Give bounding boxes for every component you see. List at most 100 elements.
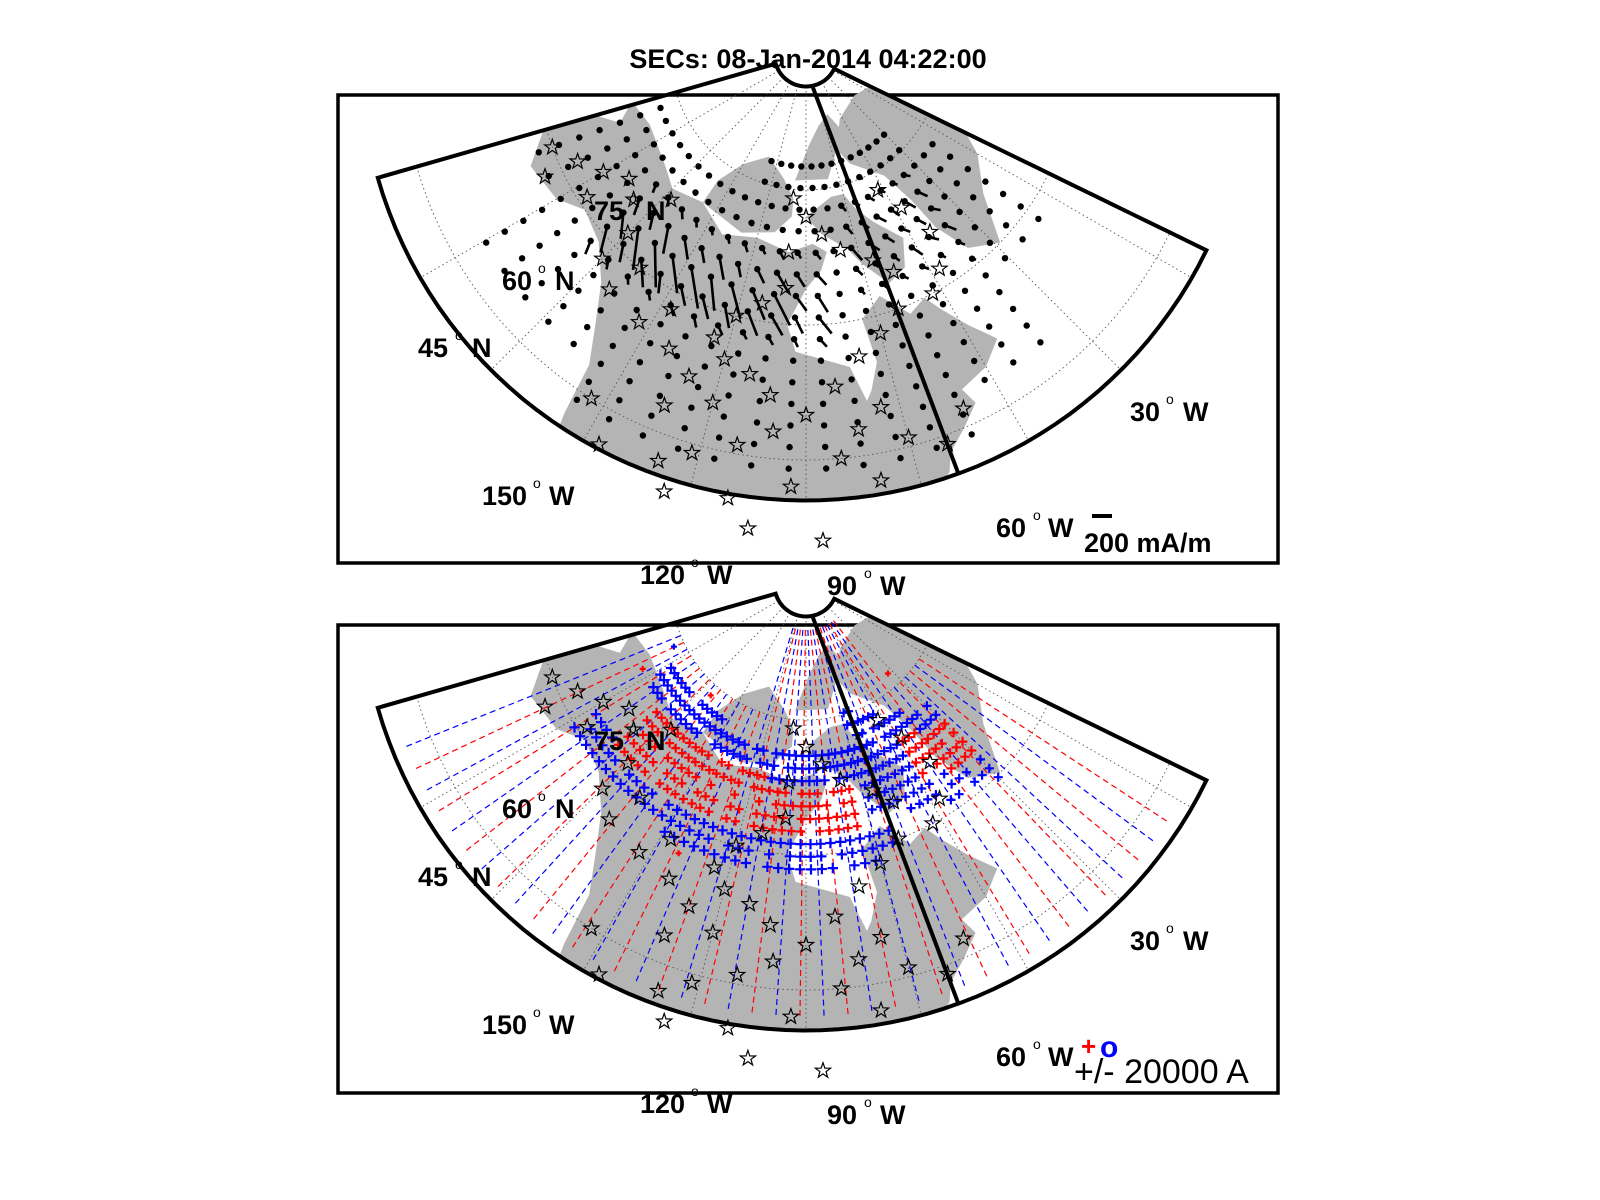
amp-plus [719,852,730,863]
current-vector [657,273,662,294]
station-star [884,262,904,280]
grid-point [828,160,835,167]
grid-point [665,372,672,380]
amp-plus [857,728,867,738]
grid-point [880,131,888,138]
station-star [740,894,760,912]
lon-label-150: 150 [482,481,527,511]
amp-plus [939,769,949,779]
amp-plus [957,736,968,747]
amp-plus [805,839,816,850]
amp-plus [755,757,766,768]
amp-plus [868,737,878,748]
station-star [923,283,943,302]
amp-plus [593,756,605,767]
lat-label-45: 45 [418,333,448,363]
station-star [738,518,758,537]
amp-plus [615,778,626,789]
lon-unit: W [707,560,733,590]
amp-plus [648,757,658,767]
grid-point [845,354,852,362]
station-star [825,376,845,395]
grid-point [717,180,724,188]
amp-plus [788,801,798,811]
amp-plus [884,757,895,768]
current-vector [867,195,876,202]
station-star [740,364,760,382]
amp-plus [640,767,650,777]
amp-plus [945,748,955,758]
station-star [704,857,724,876]
grid-point [639,432,647,439]
amp-plus [866,751,876,762]
lon-labels-top: 150 o W 120 o W 90 o W 60 o W 30 o W [482,391,1209,601]
station-star [871,397,891,416]
station-star [849,949,868,968]
grid-point [892,433,899,441]
grid-point [695,163,702,170]
amp-plus [861,740,872,750]
grid-point [597,307,604,314]
amp-plus [827,862,838,874]
grid-point [656,392,664,399]
amp-plus [907,714,917,724]
lat-gridline [416,166,1171,461]
grid-point [1019,236,1026,243]
amp-plus [852,821,862,831]
station-star [542,667,562,686]
amp-plus [677,763,687,773]
amp-plus [931,710,941,720]
station-star [535,696,555,715]
amp-plus [912,710,922,720]
deg-mark: o [864,565,872,581]
station-star [661,829,681,848]
grid-point [624,273,631,280]
grid-point [847,154,854,161]
station-star [648,981,668,999]
grid-point [860,461,867,469]
legend-circle-symbol: o [1100,1031,1118,1064]
current-vector [648,212,655,231]
amp-plus [813,801,823,811]
amp-plus [836,849,848,860]
amp-plus [656,693,667,704]
amp-plus [639,782,650,793]
amp-plus [917,783,927,794]
station-star [796,737,816,755]
amp-plus [730,790,740,800]
station-star [619,699,639,717]
amp-plus [717,757,727,767]
current-vector [635,309,639,314]
grid-point [961,287,969,294]
amp-plus [849,860,860,871]
amp-plus [684,768,694,778]
lat-labels-top: 75 o N 60 o N 45 o N [418,190,666,363]
deg-mark: o [629,190,637,206]
grid-point [999,190,1007,198]
amp-plus [909,728,920,738]
amp-plus [722,813,731,823]
amp-plus [984,763,994,773]
amp-plus [722,745,733,757]
amp-plus [911,757,921,768]
station-star [930,788,949,807]
amp-plus [805,814,815,824]
amp-plus [607,771,619,782]
grid-point [768,157,775,165]
grid-point [576,184,583,192]
grid-point [597,360,604,367]
lon-unit: W [1048,513,1074,543]
grid-point [1037,339,1044,346]
station-star [899,427,918,446]
lon-gridline [833,600,1193,809]
station-star [752,293,772,312]
grid-point [873,138,880,145]
lon-gridline [827,76,1122,371]
current-vector [835,183,840,188]
station-star [582,918,601,937]
grid-point [637,112,644,119]
amp-plus [623,732,633,742]
grid-point [970,194,977,201]
station-star [954,928,973,947]
grid-point [756,397,763,405]
